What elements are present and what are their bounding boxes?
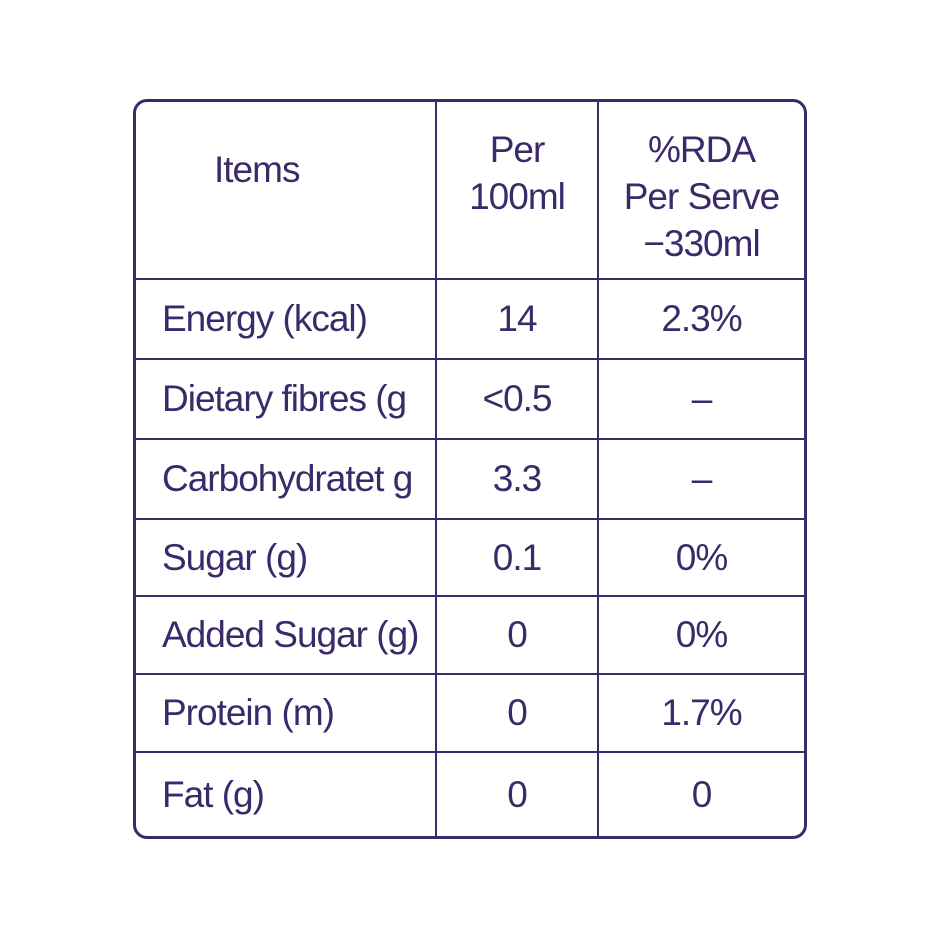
table-cell: – <box>599 360 804 440</box>
cell-text: 0 <box>691 773 713 815</box>
table-cell: 0% <box>599 520 804 597</box>
table-cell: 0 <box>599 753 804 836</box>
table-cell: 0 <box>437 597 599 675</box>
cell-text: 0% <box>675 614 728 655</box>
table-cell: Added Sugar (g) <box>136 597 437 675</box>
header-text: −330ml <box>643 223 760 264</box>
table-cell: <0.5 <box>437 360 599 440</box>
table-cell: 0 <box>437 675 599 753</box>
table-cell: Sugar (g) <box>136 520 437 597</box>
cell-text: 3.3 <box>492 458 542 499</box>
cell-text: 0 <box>507 614 528 655</box>
table-cell: Protein (m) <box>136 675 437 753</box>
table-cell: Carbohydratet g <box>136 440 437 520</box>
table-cell: 0% <box>599 597 804 675</box>
table-cell: – <box>599 440 804 520</box>
cell-text: Dietary fibres (g <box>162 378 407 419</box>
cell-text: 1.7% <box>661 692 742 733</box>
cell-text: – <box>691 378 713 419</box>
header-cell: Items <box>136 102 437 280</box>
table-cell: Dietary fibres (g <box>136 360 437 440</box>
header-text: Items <box>214 149 300 190</box>
table-cell: 2.3% <box>599 280 804 360</box>
header-text: %RDA <box>647 129 756 170</box>
nutrition-table: Items Per 100ml %RDA Per Serve −330ml Energy (… <box>133 99 807 839</box>
cell-text: 0 <box>507 773 528 815</box>
table-cell: 1.7% <box>599 675 804 753</box>
table-cell: 0.1 <box>437 520 599 597</box>
cell-text: 0.1 <box>492 536 542 578</box>
table-cell: 14 <box>437 280 599 360</box>
table-cell: Fat (g) <box>136 753 437 836</box>
cell-text: – <box>691 458 713 499</box>
header-text: 100ml <box>469 176 566 217</box>
cell-text: <0.5 <box>482 378 552 419</box>
cell-text: Sugar (g) <box>162 536 308 578</box>
cell-text: 0% <box>675 536 728 578</box>
table-cell: Energy (kcal) <box>136 280 437 360</box>
table-cell: 0 <box>437 753 599 836</box>
cell-text: Added Sugar (g) <box>162 614 420 655</box>
table-cell: 3.3 <box>437 440 599 520</box>
header-text: Per Serve <box>623 176 781 217</box>
header-cell: %RDA Per Serve −330ml <box>599 102 804 280</box>
cell-text: 0 <box>507 692 528 733</box>
header-text: Per <box>489 129 546 170</box>
cell-text: Carbohydratet g <box>162 458 413 499</box>
cell-text: Energy (kcal) <box>162 298 368 339</box>
cell-text: 14 <box>497 298 537 339</box>
cell-text: Protein (m) <box>162 692 335 733</box>
header-cell: Per 100ml <box>437 102 599 280</box>
cell-text: 2.3% <box>661 298 742 339</box>
cell-text: Fat (g) <box>162 773 265 815</box>
